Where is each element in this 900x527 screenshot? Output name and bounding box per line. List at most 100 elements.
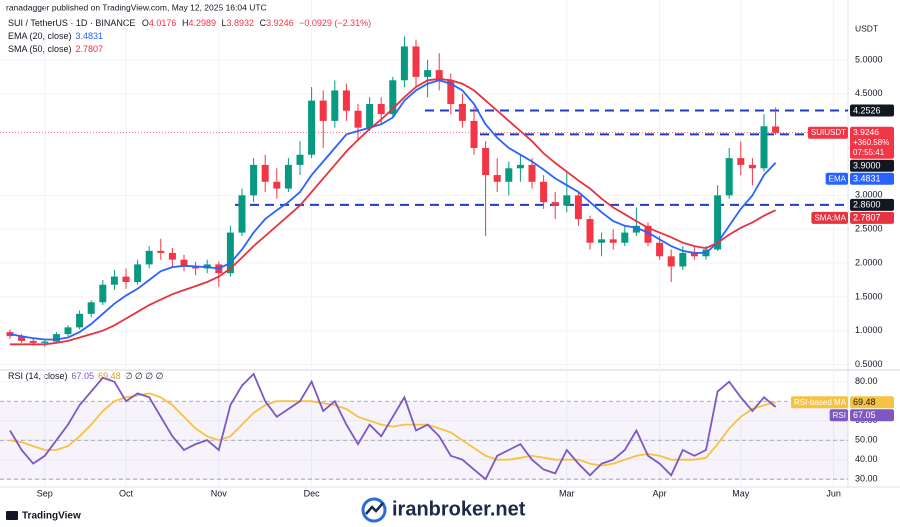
axis-tag — [850, 104, 894, 117]
price-tag — [850, 126, 894, 159]
rsi-title: RSI (14, close) — [8, 371, 68, 381]
axis-tag-name: RSI-based MA — [794, 398, 847, 407]
axis-tag-value: 4.2526 — [853, 105, 881, 115]
x-tick-label: Jun — [826, 488, 841, 498]
candle-body — [551, 202, 559, 206]
axis-tag — [850, 211, 894, 224]
x-tick-label: Sep — [37, 488, 53, 498]
ohlc-value: 3.9246 — [266, 18, 294, 28]
axis-tag — [850, 172, 894, 185]
price-tag-value: 3.9246 — [853, 127, 879, 137]
candle-body — [261, 164, 269, 182]
currency: USDT — [855, 23, 878, 33]
price-tag-countdown: 07:55:41 — [853, 148, 885, 157]
candle-body — [342, 90, 350, 111]
candle-body — [296, 154, 304, 165]
axis-tag-name: RSI — [833, 411, 846, 420]
ohlc-value: 3.8932 — [227, 18, 255, 28]
ohlc-value: 4.2989 — [188, 18, 216, 28]
candle-body — [493, 175, 501, 182]
candle-body — [64, 327, 72, 335]
candle-body — [482, 147, 490, 176]
candle-body — [725, 158, 733, 196]
candle-body — [273, 181, 281, 189]
x-tick-label: Oct — [119, 488, 134, 498]
axis-tag-name-box — [829, 409, 848, 422]
y-tick-label: 5.0000 — [855, 54, 883, 64]
candle-body — [621, 232, 629, 243]
watermark-text: iranbroker.net — [392, 498, 526, 520]
y-tick-label: 50.00 — [855, 435, 878, 445]
candle-body — [354, 110, 362, 128]
candle-body — [145, 250, 153, 265]
candle-body — [586, 219, 594, 243]
y-tick-label: 2.0000 — [855, 257, 883, 267]
y-tick-label: 4.5000 — [855, 88, 883, 98]
candle-body — [99, 284, 107, 303]
indicator-line — [10, 77, 776, 346]
brand-logo — [6, 511, 18, 520]
candle-body — [412, 46, 420, 77]
footer-brand: TradingView — [6, 511, 81, 522]
ohlc-value: 4.0176 — [149, 18, 177, 28]
candle-body — [667, 256, 675, 267]
candle-body — [516, 164, 524, 169]
axis-tag — [850, 409, 894, 422]
axis-tag-value: 67.05 — [853, 410, 876, 420]
candle-body — [447, 80, 455, 104]
legend-ema: EMA (20, close) 3.4831 — [8, 31, 103, 41]
change: −0.0929 (−2.31%) — [299, 18, 371, 28]
candle-body — [470, 120, 478, 148]
axis-tag — [850, 198, 894, 211]
ohlc-label: O — [142, 18, 149, 28]
candle-body — [563, 195, 571, 206]
candle-body — [435, 70, 443, 81]
indicator-line — [9, 79, 777, 341]
candle-body — [458, 103, 466, 121]
candle-body — [319, 100, 327, 121]
candle-body — [110, 276, 118, 285]
axis-tag — [850, 159, 894, 172]
y-tick-label: 1.0000 — [855, 325, 883, 335]
y-tick-label: 1.5000 — [855, 291, 883, 301]
candle-body — [250, 164, 258, 196]
watermark-icon — [361, 497, 387, 523]
watermark: iranbroker.net — [361, 497, 526, 523]
ohlc-label: C — [260, 18, 267, 28]
y-tick-label: 0.5000 — [855, 359, 883, 369]
candle-body — [52, 334, 60, 342]
candle-body — [540, 181, 548, 203]
candle-body — [574, 195, 582, 220]
ohlc-label: L — [222, 18, 227, 28]
candle-body — [157, 250, 165, 253]
rsi-legend: RSI (14, close) 67.05 69.48 ∅ ∅ ∅ ∅ — [8, 371, 164, 381]
axis-tag-value: 3.4831 — [853, 174, 881, 184]
candle-body — [690, 252, 698, 257]
legend-value: 2.7807 — [76, 44, 104, 54]
x-tick-label: Apr — [653, 488, 667, 498]
price-tag-change: +360.58% — [853, 138, 889, 147]
candle-body — [609, 239, 617, 243]
symbol-title: SUI / TetherUS · 1D · BINANCE — [8, 18, 135, 28]
candle-body — [29, 340, 37, 343]
legend-sma: SMA (50, close) 2.7807 — [8, 44, 103, 54]
axis-tag-name-box — [811, 211, 848, 224]
y-tick-label: 2.5000 — [855, 224, 883, 234]
y-tick-label: 40.00 — [855, 454, 878, 464]
candle-body — [714, 195, 722, 250]
candle-body — [400, 46, 408, 81]
candle-body — [505, 168, 513, 182]
axis-tag-name-box — [790, 396, 848, 409]
attribution: ranadagger published on TradingView.com,… — [6, 2, 267, 12]
axis-tag-value: 3.9000 — [853, 161, 881, 171]
x-tick-label: Nov — [211, 488, 228, 498]
axis-tag-value: 2.7807 — [853, 213, 881, 223]
axis-tag-value: 69.48 — [853, 397, 876, 407]
candle-body — [226, 232, 234, 274]
candle-body — [424, 70, 432, 77]
candle-body — [737, 158, 745, 165]
header: SUI / TetherUS · 1D · BINANCE O4.0176 H4… — [8, 18, 371, 28]
candle-body — [366, 103, 374, 128]
ohlc-label: H — [182, 18, 189, 28]
